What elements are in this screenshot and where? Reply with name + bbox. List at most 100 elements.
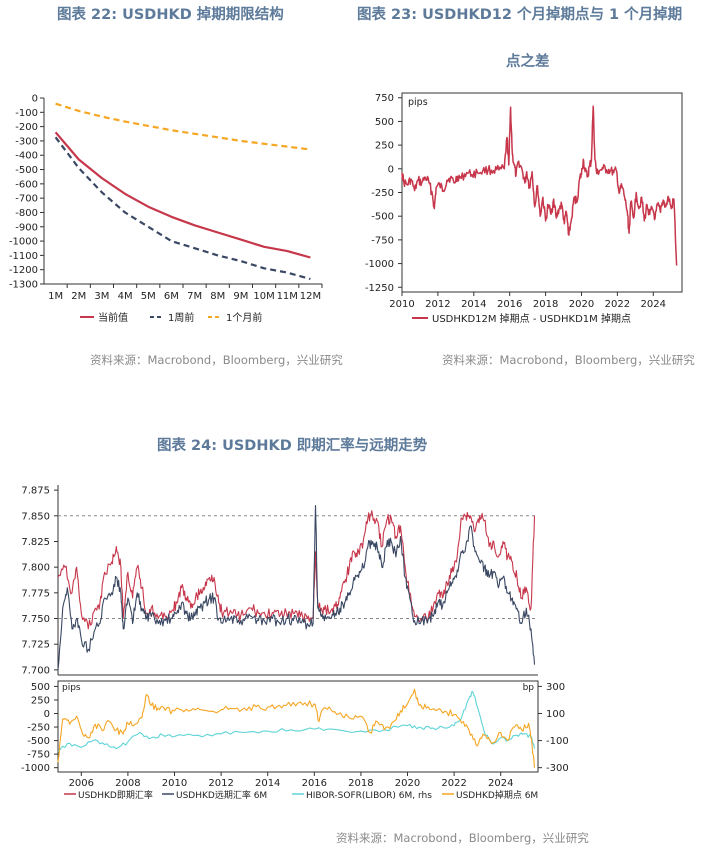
chart22-source: 资料来源：Macrobond，Bloomberg，兴业研究: [90, 353, 343, 367]
c22-x-tick-label: 8M: [210, 291, 225, 302]
c24-x-tick-label: 2018: [348, 778, 373, 789]
c23-x-tick-label: 2022: [605, 299, 630, 310]
c23-y-tick-label: 500: [375, 117, 394, 128]
c24-bottom-left-tick-label: -750: [27, 750, 50, 761]
c23-y-tick-label: -500: [371, 212, 394, 223]
c24-x-tick-label: 2006: [69, 778, 94, 789]
chart24-title: 图表 24: USDHKD 即期汇率与远期走势: [157, 438, 428, 454]
c24-bottom-left-tick-label: -1000: [21, 763, 50, 774]
c24-x-tick-label: 2024: [488, 778, 513, 789]
c24-right-unit: bp: [523, 683, 535, 693]
c24-top-y-tick-label: 7.850: [21, 511, 50, 522]
c22-y-tick-label: -100: [15, 108, 38, 119]
c24-legend-label: USDHKD掉期点 6M: [456, 789, 538, 801]
c24-bottom-left-tick-label: 0: [44, 709, 50, 720]
c22-x-tick-label: 10M: [253, 291, 274, 302]
c24-top-y-tick-label: 7.750: [21, 614, 50, 625]
c22-y-tick-label: -500: [15, 165, 38, 176]
chart24-source: 资料来源：Macrobond，Bloomberg，兴业研究: [336, 831, 589, 845]
c24-legend-label: USDHKD即期汇率: [78, 789, 153, 801]
c23-legend-label: USDHKD12M 掉期点 - USDHKD1M 掉期点: [432, 312, 631, 325]
c24-bottom-right-tick-label: -100: [546, 736, 569, 747]
c24-top-y-tick-label: 7.800: [21, 563, 50, 574]
c24-bottom-right-tick-label: -300: [546, 763, 569, 774]
c24-x-tick-label: 2008: [115, 778, 140, 789]
c24-left-unit: pips: [62, 683, 81, 693]
c22-y-tick-label: -800: [15, 208, 38, 219]
c24-bottom-left-tick-label: -500: [27, 736, 50, 747]
c23-x-tick-label: 2010: [389, 299, 414, 310]
chart23-source: 资料来源：Macrobond，Bloomberg，兴业研究: [442, 353, 695, 367]
c23-y-tick-label: -1250: [365, 283, 394, 294]
c23-y-tick-label: -750: [371, 235, 394, 246]
c23-y-tick-label: 750: [375, 93, 394, 104]
c24-top-y-tick-label: 7.725: [21, 640, 50, 651]
c23-x-tick-label: 2016: [497, 299, 522, 310]
c24-x-tick-label: 2022: [441, 778, 466, 789]
chart23-title-cont: 点之差: [506, 54, 550, 70]
c22-x-tick-label: 7M: [187, 291, 202, 302]
c24-bottom-right-tick-label: 100: [546, 709, 565, 720]
c24-x-tick-label: 2012: [208, 778, 233, 789]
c22-legend-label: 1周前: [168, 311, 194, 324]
c22-y-tick-label: -300: [15, 136, 38, 147]
c24-bottom-frame: [57, 680, 539, 773]
c23-y-tick-label: 0: [388, 164, 394, 175]
c22-x-tick-label: 12M: [300, 291, 321, 302]
c22-y-tick-label: -1200: [9, 265, 38, 276]
c23-x-tick-label: 2012: [425, 299, 450, 310]
c23-y-unit: pips: [408, 97, 428, 108]
c22-x-tick-label: 2M: [71, 291, 86, 302]
c24-top-y-tick-label: 7.875: [21, 486, 50, 497]
c22-x-tick-label: 5M: [141, 291, 156, 302]
c22-y-tick-label: -700: [15, 194, 38, 205]
c24-legend-label: USDHKD远期汇率 6M: [176, 789, 267, 801]
c22-series-line: [55, 102, 311, 151]
c24-top-y-tick-label: 7.775: [21, 588, 50, 599]
chart23-title: 图表 23: USDHKD12 个月掉期点与 1 个月掉期: [357, 7, 683, 23]
c22-y-tick-label: -1000: [9, 237, 38, 248]
c24-x-tick-label: 2016: [302, 778, 327, 789]
c22-y-tick-label: -1300: [9, 280, 38, 291]
c23-y-tick-label: -1000: [365, 259, 394, 270]
c22-y-tick-label: -1100: [9, 251, 38, 262]
c23-y-tick-label: 250: [375, 141, 394, 152]
c24-top-series-line: [57, 510, 536, 630]
c23-series-line: [401, 105, 678, 266]
c22-x-tick-label: 9M: [233, 291, 248, 302]
chart22-title: 图表 22: USDHKD 掉期期限结构: [57, 7, 284, 23]
c24-top-series-line: [57, 504, 536, 670]
c23-x-tick-label: 2020: [569, 299, 594, 310]
c24-x-tick-label: 2014: [255, 778, 280, 789]
c22-y-tick-label: -900: [15, 222, 38, 233]
c24-bottom-left-tick-label: -250: [27, 723, 50, 734]
c24-x-tick-label: 2020: [395, 778, 420, 789]
c22-x-tick-label: 1M: [48, 291, 63, 302]
c24-bottom-right-tick-label: 300: [546, 682, 565, 693]
c24-top-y-tick-label: 7.700: [21, 665, 50, 676]
c24-bottom-left-tick-label: 250: [31, 695, 50, 706]
c22-y-tick-label: -600: [15, 179, 38, 190]
c22-x-tick-label: 4M: [118, 291, 133, 302]
c24-x-tick-label: 2010: [162, 778, 187, 789]
c24-top-y-tick-label: 7.825: [21, 537, 50, 548]
c22-x-tick-label: 3M: [94, 291, 109, 302]
c22-y-tick-label: -400: [15, 151, 38, 162]
c22-legend-label: 1个月前: [226, 311, 262, 324]
c22-y-tick-label: 0: [32, 94, 38, 105]
c22-legend-label: 当前值: [98, 311, 128, 324]
c24-bottom-left-tick-label: 500: [31, 682, 50, 693]
c23-x-tick-label: 2024: [641, 299, 666, 310]
c22-y-tick-label: -200: [15, 122, 38, 133]
c23-x-tick-label: 2018: [533, 299, 558, 310]
c23-y-tick-label: -250: [371, 188, 394, 199]
c22-x-tick-label: 6M: [164, 291, 179, 302]
c22-x-tick-label: 11M: [277, 291, 298, 302]
c24-legend-label: HIBOR-SOFR(LIBOR) 6M, rhs: [306, 791, 432, 801]
c23-x-tick-label: 2014: [461, 299, 486, 310]
c24-bottom-series-line: [57, 688, 536, 768]
c22-series-line: [54, 131, 311, 259]
